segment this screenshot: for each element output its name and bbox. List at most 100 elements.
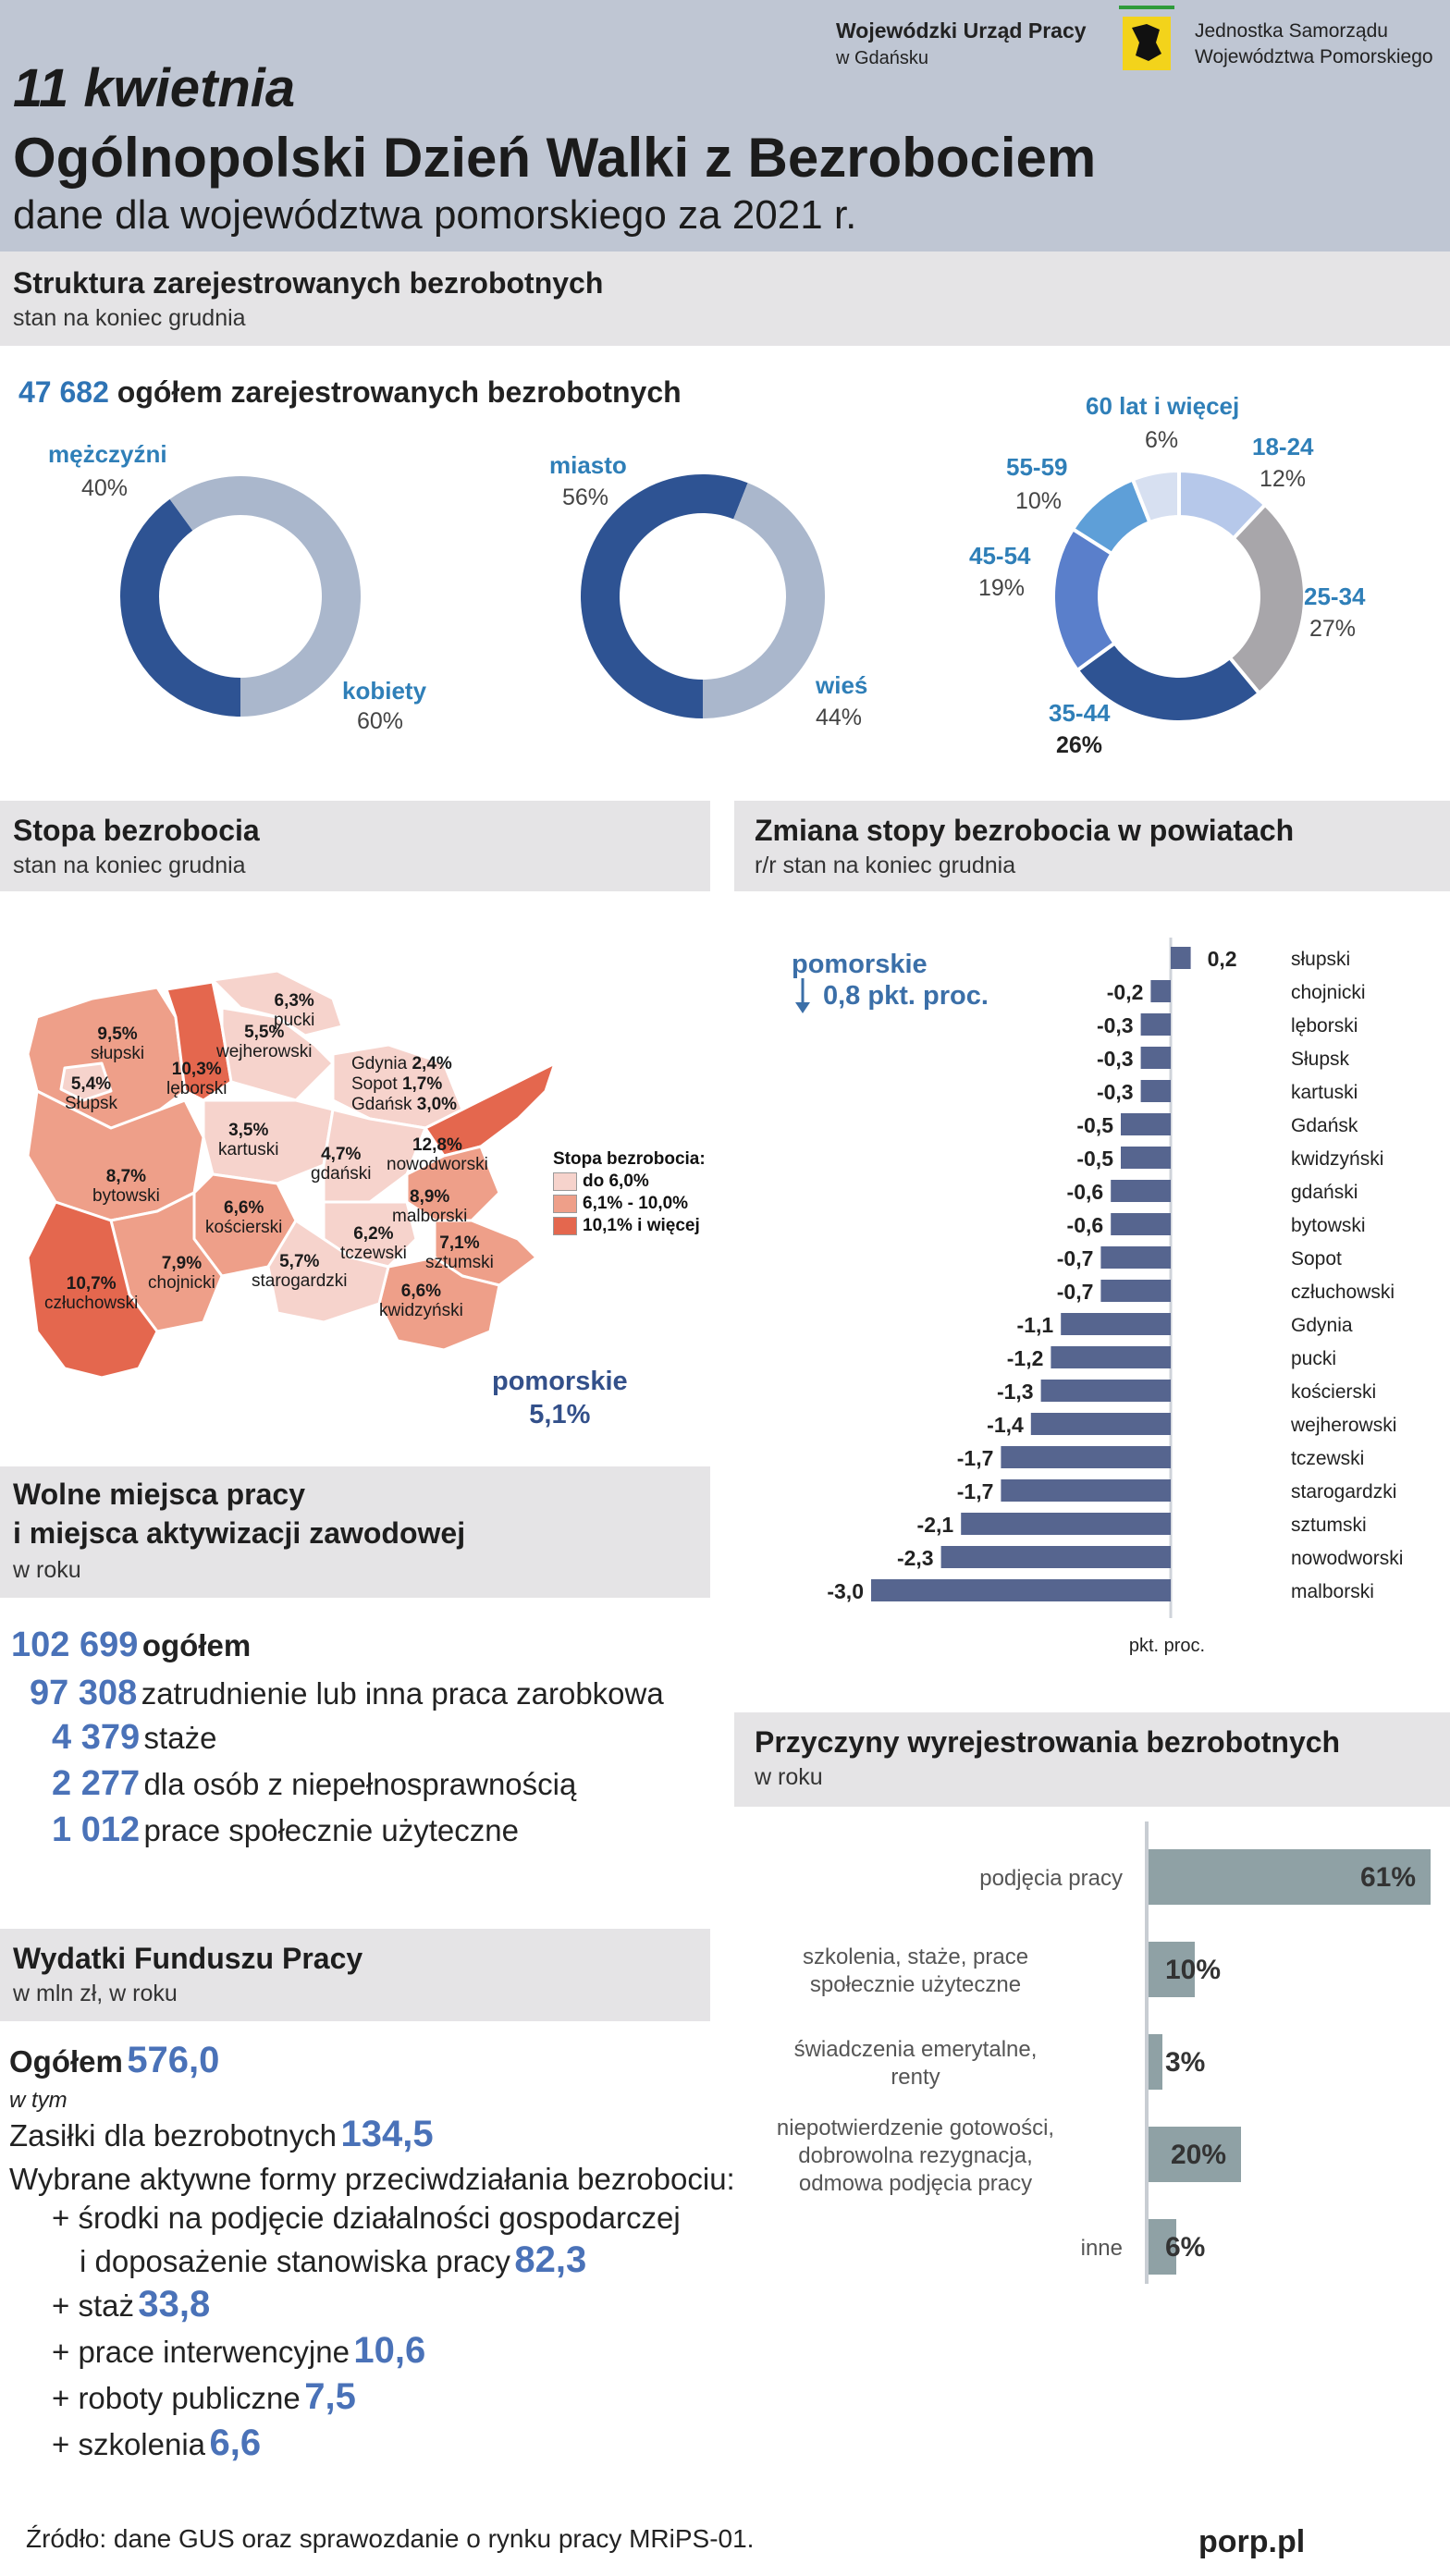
change-category-label: tczewski bbox=[1291, 1448, 1364, 1469]
map-city-gdynia: Gdynia 2,4% bbox=[351, 1054, 452, 1073]
change-bar bbox=[871, 1579, 1171, 1601]
change-bar-chart: 0,2 słupski -0,2 chojnicki -0,3 lęborski -0,3 S… bbox=[827, 938, 1403, 1655]
reasons-subtitle: w roku bbox=[755, 1764, 823, 1790]
org-wup-logo: Wojewódzki Urząd Pracy w Gdańsku bbox=[836, 17, 1087, 72]
change-category-label: kartuski bbox=[1291, 1082, 1358, 1103]
jobs-item: 2 277 dla osób z niepełnosprawnością bbox=[52, 1764, 576, 1804]
change-bar bbox=[1040, 1380, 1171, 1402]
map-label-koscierski: 6,6% kościerski bbox=[205, 1198, 283, 1237]
change-category-label: Gdynia bbox=[1291, 1315, 1353, 1336]
fund-item-label: + staż bbox=[52, 2288, 134, 2323]
reason-bar bbox=[1149, 2219, 1176, 2275]
reason-value-label: 10% bbox=[1165, 1955, 1221, 1985]
map-region-slupsk bbox=[59, 1061, 113, 1102]
reason-bar bbox=[1149, 1942, 1195, 1997]
map-label-gdanski: 4,7% gdański bbox=[311, 1145, 372, 1184]
rate-subtitle: stan na koniec grudnia bbox=[13, 853, 246, 878]
map-label-nowodworski: 12,8% nowodworski bbox=[387, 1135, 488, 1174]
fund-item-value: 7,5 bbox=[304, 2376, 356, 2417]
donut-slice bbox=[1130, 468, 1181, 525]
map-city-sopot: Sopot 1,7% bbox=[351, 1074, 443, 1094]
fund-item: + prace interwencyjne 10,6 bbox=[52, 2330, 425, 2372]
map-label-starogardzki: 5,7% starogardzki bbox=[252, 1252, 348, 1291]
jobs-item-value: 4 379 bbox=[52, 1718, 141, 1757]
structure-title: Struktura zarejestrowanych bezrobotnych bbox=[13, 266, 604, 300]
jobs-item-label: prace społecznie użyteczne bbox=[143, 1813, 519, 1847]
reason-category-label: podjęcia pracy bbox=[979, 1866, 1123, 1891]
map-region-pucki bbox=[211, 969, 344, 1037]
label-age-18-24-pct: 12% bbox=[1260, 466, 1307, 492]
label-age-55-59-pct: 10% bbox=[1015, 488, 1063, 514]
map-label-tczewski: 6,2% tczewski bbox=[340, 1224, 407, 1263]
change-category-label: lęborski bbox=[1291, 1015, 1358, 1037]
jobs-item-label: dla osób z niepełnosprawnością bbox=[143, 1767, 577, 1801]
change-value-label: 0,2 bbox=[1208, 947, 1237, 971]
map-legend: Stopa bezrobocia: do 6,0% 6,1% - 10,0% 1… bbox=[553, 1148, 706, 1237]
label-age-35-44: 35-44 bbox=[1049, 699, 1111, 727]
jobs-band bbox=[0, 1466, 710, 1598]
change-value-label: -0,6 bbox=[1067, 1180, 1104, 1204]
map-total-value: 5,1% bbox=[529, 1400, 591, 1429]
page-title: Ogólnopolski Dzień Walki z Bezrobociem bbox=[13, 127, 1097, 189]
total-unemployed-label: ogółem zarejestrowanych bezrobotnych bbox=[117, 375, 682, 409]
change-category-label: kościerski bbox=[1291, 1381, 1376, 1403]
reason-value-label: 3% bbox=[1165, 2047, 1205, 2078]
change-bar bbox=[1111, 1180, 1171, 1202]
reason-category-label: niepotwierdzenie gotowości, dobrowolna re… bbox=[777, 2116, 1054, 2196]
label-age-45-54: 45-54 bbox=[969, 542, 1031, 570]
fund-active-label: Wybrane aktywne formy przeciwdziałania b… bbox=[9, 2162, 735, 2196]
reason-value-label: 61% bbox=[1360, 1862, 1416, 1893]
fund-item: + szkolenia 6,6 bbox=[52, 2423, 261, 2464]
change-bar bbox=[1140, 1080, 1171, 1102]
donut-age bbox=[1051, 468, 1307, 724]
org-wup-city: w Gdańsku bbox=[836, 48, 929, 68]
label-women-pct: 60% bbox=[357, 708, 404, 734]
fund-in-which: w tym bbox=[9, 2088, 68, 2113]
reason-category-label: szkolenia, staże, prace społecznie użytec… bbox=[803, 1944, 1028, 1997]
change-annotation-value: 0,8 pkt. proc. bbox=[823, 981, 989, 1011]
arrow-down-icon bbox=[795, 978, 810, 1013]
change-value-label: -1,4 bbox=[987, 1413, 1024, 1437]
fund-item-value: 6,6 bbox=[209, 2423, 262, 2463]
change-category-label: Gdańsk bbox=[1291, 1115, 1358, 1136]
map-region-malborski bbox=[405, 1145, 501, 1222]
map-label-czluchowski: 10,7% człuchowski bbox=[44, 1274, 139, 1313]
unemployment-map bbox=[26, 969, 557, 1380]
donut-slice bbox=[120, 498, 240, 717]
structure-subtitle: stan na koniec grudnia bbox=[13, 305, 246, 331]
label-city: miasto bbox=[549, 451, 627, 479]
reasons-band bbox=[734, 1712, 1450, 1807]
fund-item-label: + środki na podjęcie działalności gospod… bbox=[52, 2201, 681, 2235]
change-value-label: -1,7 bbox=[957, 1446, 994, 1470]
change-bar bbox=[1100, 1280, 1171, 1302]
label-age-45-54-pct: 19% bbox=[978, 575, 1026, 601]
map-legend-item-mid: 6,1% - 10,0% bbox=[553, 1193, 706, 1215]
fund-total: Ogółem 576,0 bbox=[9, 2040, 219, 2081]
jobs-item: 97 308 zatrudnienie lub inna praca zarob… bbox=[30, 1674, 664, 1713]
reasons-title: Przyczyny wyrejestrowania bezrobotnych bbox=[755, 1725, 1341, 1759]
change-value-label: -0,5 bbox=[1076, 1113, 1113, 1137]
reason-category-label: inne bbox=[1081, 2236, 1123, 2261]
change-bar bbox=[1121, 1147, 1171, 1169]
change-title: Zmiana stopy bezrobocia w powiatach bbox=[755, 814, 1295, 847]
map-label-chojnicki: 7,9% chojnicki bbox=[148, 1254, 215, 1293]
jobs-title-line2: i miejsca aktywizacji zawodowej bbox=[13, 1516, 466, 1550]
change-category-label: Słupsk bbox=[1291, 1049, 1350, 1070]
change-value-label: -2,1 bbox=[917, 1513, 954, 1537]
change-annotation: pomorskie 0,8 pkt. proc. bbox=[792, 949, 989, 1013]
reason-bar bbox=[1149, 1849, 1431, 1905]
change-annotation-label: pomorskie bbox=[792, 950, 928, 979]
total-unemployed-value: 47 682 bbox=[18, 375, 109, 409]
page-subtitle: dane dla województwa pomorskiego za 2021… bbox=[13, 192, 857, 238]
reason-value-label: 20% bbox=[1171, 2140, 1226, 2170]
map-city-gdansk: Gdańsk 3,0% bbox=[351, 1095, 458, 1114]
fund-item: + środki na podjęcie działalności gospod… bbox=[52, 2201, 681, 2236]
reason-value-label: 6% bbox=[1165, 2232, 1205, 2263]
change-category-label: gdański bbox=[1291, 1182, 1358, 1203]
fund-band bbox=[0, 1929, 710, 2021]
site-link[interactable]: porp.pl bbox=[1198, 2524, 1306, 2559]
event-date: 11 kwietnia bbox=[13, 58, 296, 118]
reason-category-label: świadczenia emerytalne, renty bbox=[794, 2037, 1038, 2090]
change-annotation-row: 0,8 pkt. proc. bbox=[792, 978, 989, 1013]
map-label-malborski: 8,9% malborski bbox=[392, 1187, 468, 1226]
